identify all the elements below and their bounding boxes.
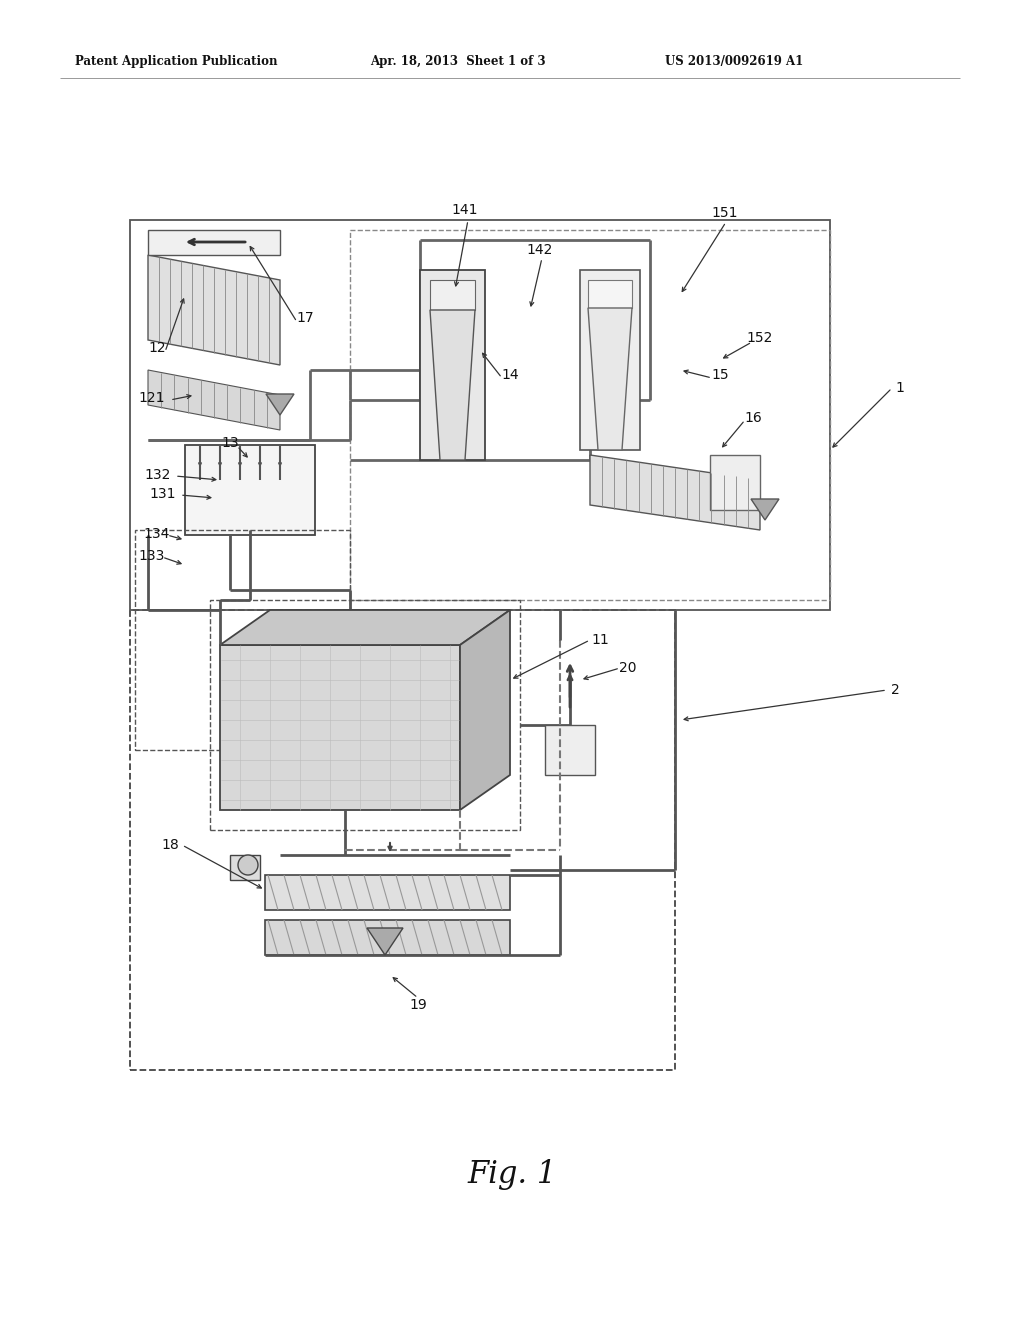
Polygon shape xyxy=(148,370,280,430)
Polygon shape xyxy=(220,645,460,810)
Polygon shape xyxy=(265,875,510,909)
Text: 2: 2 xyxy=(891,682,899,697)
Text: 15: 15 xyxy=(712,368,729,381)
Bar xyxy=(148,230,280,255)
Text: 142: 142 xyxy=(526,243,553,257)
Text: 19: 19 xyxy=(410,998,427,1012)
Text: 14: 14 xyxy=(501,368,519,381)
Text: 134: 134 xyxy=(143,527,170,541)
Text: 121: 121 xyxy=(138,391,165,405)
Bar xyxy=(350,230,830,601)
Polygon shape xyxy=(430,310,475,459)
Text: 152: 152 xyxy=(746,331,773,345)
Text: 132: 132 xyxy=(144,469,171,482)
Polygon shape xyxy=(220,610,510,645)
Polygon shape xyxy=(460,610,510,810)
Polygon shape xyxy=(751,499,779,520)
Bar xyxy=(135,531,350,750)
Text: 11: 11 xyxy=(591,634,609,647)
Polygon shape xyxy=(590,455,760,531)
Bar xyxy=(588,280,632,308)
Text: 13: 13 xyxy=(221,436,239,450)
Text: 1: 1 xyxy=(896,381,904,395)
Text: Fig. 1: Fig. 1 xyxy=(467,1159,557,1191)
Bar xyxy=(230,855,260,880)
Bar xyxy=(130,220,830,610)
Polygon shape xyxy=(367,928,403,954)
Polygon shape xyxy=(148,255,280,366)
Text: 18: 18 xyxy=(161,838,179,851)
Text: 12: 12 xyxy=(148,341,166,355)
Text: 141: 141 xyxy=(452,203,478,216)
Text: Apr. 18, 2013  Sheet 1 of 3: Apr. 18, 2013 Sheet 1 of 3 xyxy=(370,55,546,69)
Text: 133: 133 xyxy=(139,549,165,564)
Polygon shape xyxy=(588,308,632,450)
Bar xyxy=(710,455,760,510)
Text: 17: 17 xyxy=(296,312,313,325)
Bar xyxy=(130,610,675,1071)
Bar xyxy=(545,725,595,775)
Text: US 2013/0092619 A1: US 2013/0092619 A1 xyxy=(665,55,803,69)
Text: 131: 131 xyxy=(150,487,176,502)
Bar xyxy=(430,280,475,310)
Bar xyxy=(420,271,485,459)
Bar xyxy=(210,601,520,830)
Text: 151: 151 xyxy=(712,206,738,220)
Bar xyxy=(580,271,640,450)
Polygon shape xyxy=(265,920,510,954)
Text: 20: 20 xyxy=(620,661,637,675)
Text: 16: 16 xyxy=(744,411,762,425)
Circle shape xyxy=(238,855,258,875)
Text: Patent Application Publication: Patent Application Publication xyxy=(75,55,278,69)
Polygon shape xyxy=(266,393,294,414)
Bar xyxy=(185,445,315,535)
